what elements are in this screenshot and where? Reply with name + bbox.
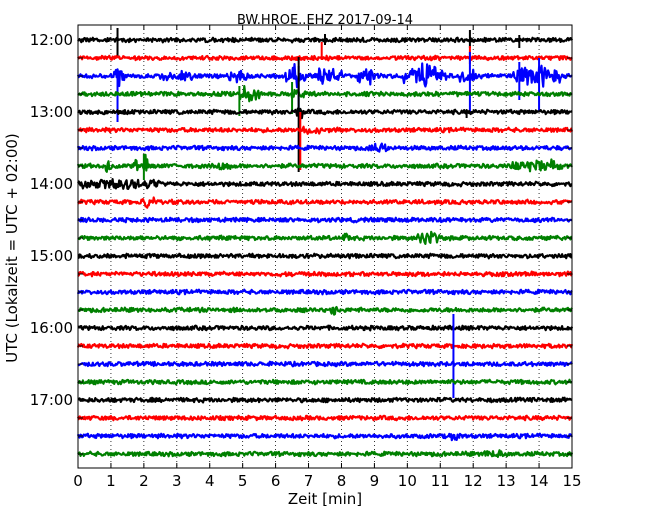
- y-tick-label: 14:00: [30, 175, 73, 193]
- x-tick-label: 15: [562, 472, 581, 490]
- trace-17:00: [77, 396, 573, 404]
- trace-16:30: [77, 360, 573, 368]
- x-tick-label: 4: [205, 472, 215, 490]
- trace-13:15: [77, 125, 574, 135]
- trace-17:15: [76, 414, 573, 422]
- x-tick-label: 8: [337, 472, 347, 490]
- plot-frame: [77, 24, 573, 469]
- y-tick-label: 17:00: [30, 391, 73, 409]
- y-tick-label: 15:00: [30, 247, 73, 265]
- trace-16:15: [76, 342, 574, 350]
- trace-12:15: [77, 54, 573, 62]
- chart-title: BW.HROE..EHZ 2017-09-14: [237, 13, 413, 28]
- trace-14:45: [77, 230, 573, 245]
- trace-14:30: [77, 216, 573, 224]
- x-tick-label: 12: [464, 472, 483, 490]
- x-tick-label: 0: [73, 472, 83, 490]
- x-tick-label: 2: [139, 472, 149, 490]
- y-tick-label: 13:00: [30, 103, 73, 121]
- x-tick-label: 1: [106, 472, 116, 490]
- trace-12:30: [76, 62, 573, 89]
- x-tick-label: 13: [497, 472, 516, 490]
- x-tick-label: 7: [304, 472, 314, 490]
- x-tick-label: 6: [271, 472, 281, 490]
- trace-17:45: [77, 449, 574, 458]
- x-tick-label: 5: [238, 472, 248, 490]
- trace-layer: [76, 28, 574, 458]
- trace-13:00: [77, 107, 573, 120]
- y-axis-label: UTC (Lokalzeit = UTC + 02:00): [3, 133, 21, 363]
- y-tick-label: 16:00: [30, 319, 73, 337]
- trace-15:00: [77, 252, 573, 260]
- trace-13:30: [76, 142, 573, 153]
- trace-15:45: [77, 305, 573, 316]
- x-tick-label: 14: [530, 472, 549, 490]
- trace-15:15: [77, 270, 574, 278]
- trace-16:00: [77, 324, 574, 332]
- x-tick-label: 10: [398, 472, 417, 490]
- trace-17:30: [76, 432, 573, 442]
- x-axis-label: Zeit [min]: [288, 490, 362, 508]
- x-tick-label: 11: [431, 472, 450, 490]
- trace-14:00: [77, 178, 573, 190]
- trace-14:15: [77, 196, 573, 209]
- x-tick-label: 3: [172, 472, 182, 490]
- y-tick-label: 12:00: [30, 31, 73, 49]
- tick-layer: 0 1 2 3 4 5 6 7 8 9 10 11 12 13 14 1512:0013:0014:0015:…: [30, 25, 582, 490]
- trace-15:30: [76, 288, 573, 296]
- trace-16:45: [77, 378, 573, 386]
- x-tick-label: 9: [370, 472, 380, 490]
- trace-12:45: [77, 85, 573, 103]
- trace-13:45: [76, 153, 573, 173]
